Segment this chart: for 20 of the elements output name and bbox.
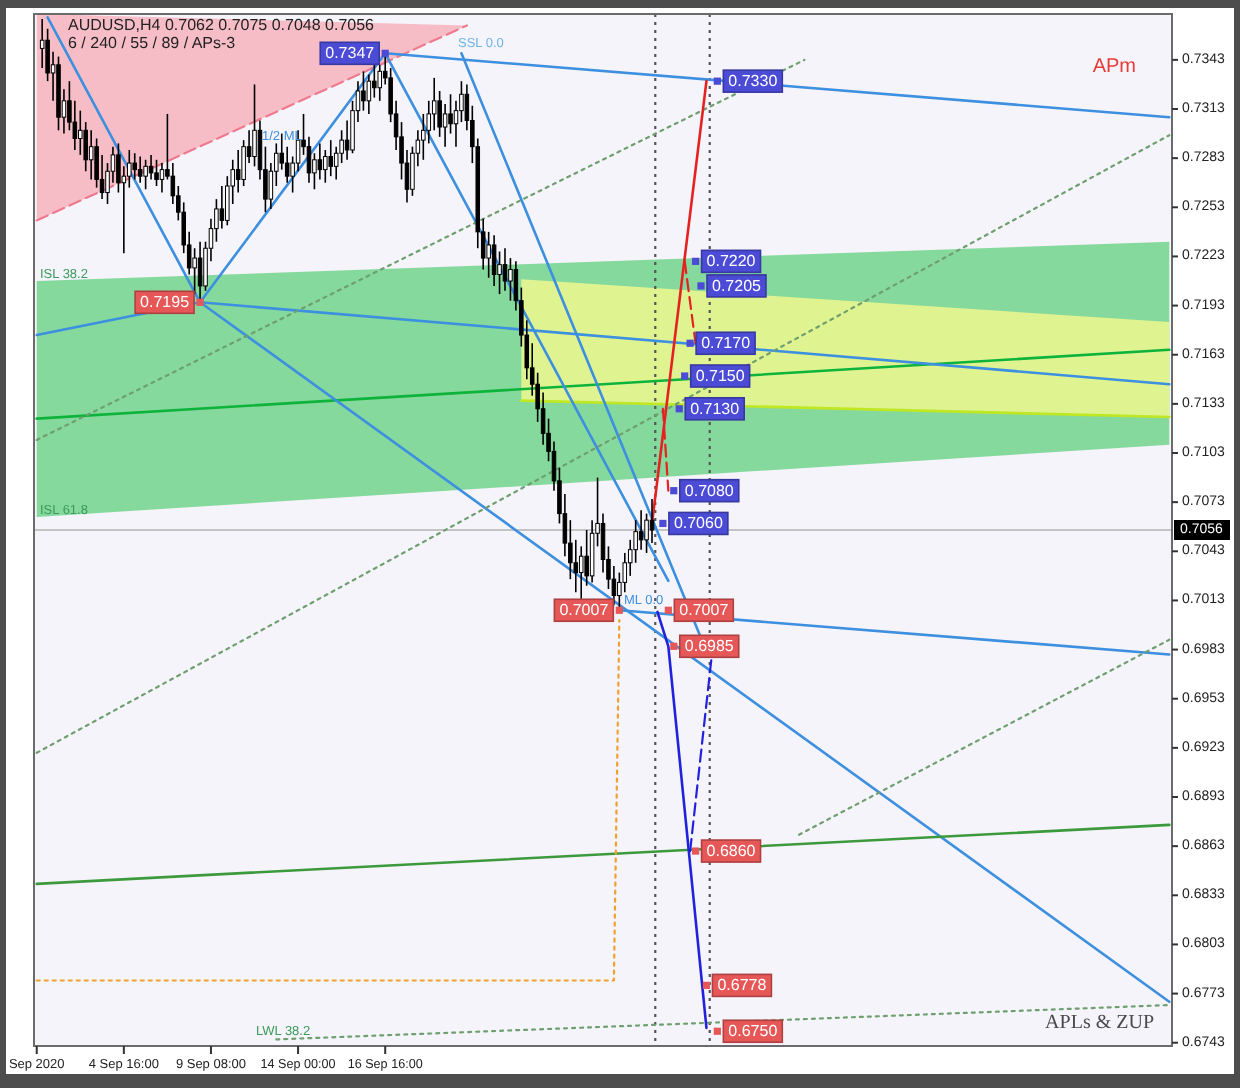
data-label: 0.7007	[679, 601, 730, 620]
data-label: 0.7130	[690, 399, 741, 418]
data-label: 0.7060	[673, 514, 724, 533]
data-label: 0.7007	[559, 601, 610, 620]
data-label: 0.6778	[717, 976, 768, 995]
data-label: 0.7195	[140, 293, 191, 312]
text: 6 / 240 / 55 / 89 / APs-3	[68, 34, 237, 52]
chart-title: AUDUSD,H4 0.7062 0.7075 0.7048 0.7056	[68, 16, 376, 34]
data-label: 0.7080	[684, 481, 735, 500]
data-label: 0.6985	[684, 637, 735, 656]
data-label: 0.6860	[706, 842, 757, 861]
data-label: 0.7220	[706, 252, 757, 271]
data-label: 0.7150	[695, 367, 746, 386]
data-label: 0.7205	[712, 276, 763, 295]
annotation: APLs & ZUP	[1045, 1012, 1155, 1034]
data-label: 0.7330	[728, 72, 779, 91]
data-label: 0.7170	[701, 334, 752, 353]
data-label: 0.6750	[728, 1022, 779, 1041]
data-label: 0.7347	[325, 44, 376, 63]
annotation: APm	[1092, 56, 1136, 78]
